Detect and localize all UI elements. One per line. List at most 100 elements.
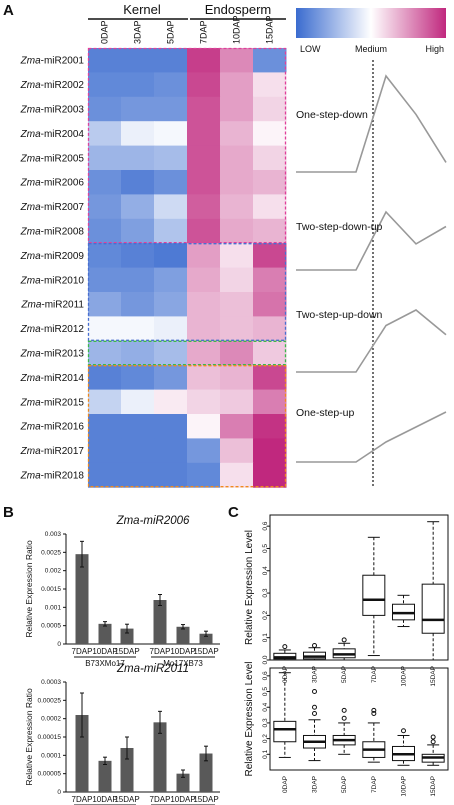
y-tick-label: 0.4 (262, 566, 269, 575)
row-label-prefix: Zma (20, 324, 41, 335)
row-label: Zma-miR2013 (20, 349, 85, 360)
row-label: Zma-miR2005 (20, 153, 85, 164)
y-tick-label: 0.0015 (41, 586, 61, 593)
row-label-name: -miR2006 (41, 178, 85, 189)
row-label-prefix: Zma (20, 56, 41, 67)
x-tick-label: 3DAP (312, 776, 319, 793)
heatmap-cell (88, 414, 122, 439)
pattern-profile-line (296, 210, 447, 271)
column-label: 5DAP (166, 20, 176, 44)
x-tick-label: 10DAP (170, 795, 195, 804)
row-label-name: -miR2001 (41, 56, 85, 67)
heatmap-cell (121, 462, 155, 488)
heatmap-cell (88, 389, 122, 415)
row-label: Zma-miR2014 (20, 373, 85, 384)
heatmap-cell (88, 96, 122, 122)
bar (75, 715, 89, 792)
panel-letter-a: A (3, 2, 14, 19)
x-tick-label: 15DAP (114, 795, 139, 804)
box (421, 583, 445, 634)
bar (176, 626, 190, 644)
x-tick-label: 10DAP (401, 666, 408, 687)
row-label-name: -miR2005 (41, 153, 85, 164)
y-tick-label: 0.003 (45, 531, 62, 538)
heatmap-cell (121, 218, 155, 244)
heatmap-cell (121, 121, 155, 147)
row-label: Zma-miR2011 (20, 300, 84, 311)
heatmap-cell (220, 121, 254, 147)
heatmap-cell (253, 389, 287, 415)
heatmap-cell (187, 340, 221, 366)
heatmap-cell (187, 414, 221, 439)
heatmap-cell (187, 72, 221, 98)
heatmap-cell (121, 170, 155, 195)
heatmap-cell (154, 72, 188, 98)
row-label-name: -miR2018 (41, 471, 85, 482)
row-label-prefix: Zma (20, 275, 41, 286)
outlier-point (341, 715, 347, 721)
heatmap-cell (154, 194, 188, 220)
y-tick-label: 0.2 (262, 610, 269, 619)
heatmap-cell (220, 340, 254, 366)
row-label-prefix: Zma (20, 422, 41, 433)
outlier-point (341, 707, 347, 713)
chart-title: Zma-miR2011 (116, 663, 189, 675)
heatmap-cell (253, 48, 287, 73)
y-tick-label: 0.0001 (41, 752, 61, 759)
row-label-prefix: Zma (20, 349, 41, 360)
panel-letter-c: C (228, 504, 239, 521)
cluster-outline (87, 243, 287, 341)
heatmap-cell (187, 292, 221, 317)
heatmap-cell (253, 462, 287, 488)
heatmap-cell (220, 48, 254, 73)
heatmap-cell (154, 267, 188, 293)
heatmap-cell (88, 438, 122, 464)
y-tick-label: 0.2 (262, 734, 269, 743)
heatmap-cell (187, 267, 221, 293)
x-tick-label: 15DAP (193, 647, 218, 656)
x-tick-label: 15DAP (430, 666, 437, 687)
y-tick-label: 0.5 (262, 687, 269, 696)
group-label: B73XMo17 (85, 659, 125, 668)
heatmap-cell (253, 218, 287, 244)
heatmap-cell (88, 218, 122, 244)
heatmap-cell (253, 438, 287, 464)
heatmap-cell (220, 389, 254, 415)
group-header-endosperm: Endosperm (205, 2, 271, 17)
x-tick-label: 10DAP (170, 647, 195, 656)
heatmap-cell (88, 292, 122, 317)
outlier-point (341, 637, 347, 643)
heatmap-cell (253, 340, 287, 366)
row-label: Zma-miR2017 (20, 446, 85, 457)
heatmap-cell (220, 414, 254, 439)
heatmap-cell (187, 170, 221, 195)
heatmap-cell (253, 292, 287, 317)
heatmap-cell (154, 389, 188, 415)
x-tick-label: 15DAP (430, 776, 437, 797)
x-tick-label: 5DAP (341, 666, 348, 683)
cluster-outline (87, 365, 287, 488)
x-tick-label: 10DAP (401, 776, 408, 797)
heatmap-cell (154, 462, 188, 488)
outlier-point (371, 711, 377, 717)
box-plot: 0.1 0.2 0.3 0.4 0.5 0.6 Relative Expression Le… (244, 661, 449, 797)
row-label: Zma-miR2008 (20, 227, 85, 238)
plot-frame (269, 667, 449, 771)
row-label: Zma-miR2006 (20, 178, 85, 189)
y-tick-label: 0 (57, 789, 61, 796)
heatmap-cell (154, 438, 188, 464)
bar (153, 722, 167, 792)
heatmap-cell (154, 121, 188, 147)
row-label: Zma-miR2012 (20, 324, 85, 335)
box (273, 720, 297, 743)
pattern-profile-line (296, 74, 447, 173)
heatmap-cell (154, 365, 188, 391)
heatmap-cell (220, 194, 254, 220)
heatmap-cell (187, 48, 221, 73)
heatmap-cell (187, 316, 221, 342)
x-tick-label: 3DAP (312, 666, 319, 683)
outlier-point (371, 707, 377, 713)
bar (98, 623, 112, 644)
heatmap-cell (88, 194, 122, 220)
heatmap-cell (88, 121, 122, 147)
